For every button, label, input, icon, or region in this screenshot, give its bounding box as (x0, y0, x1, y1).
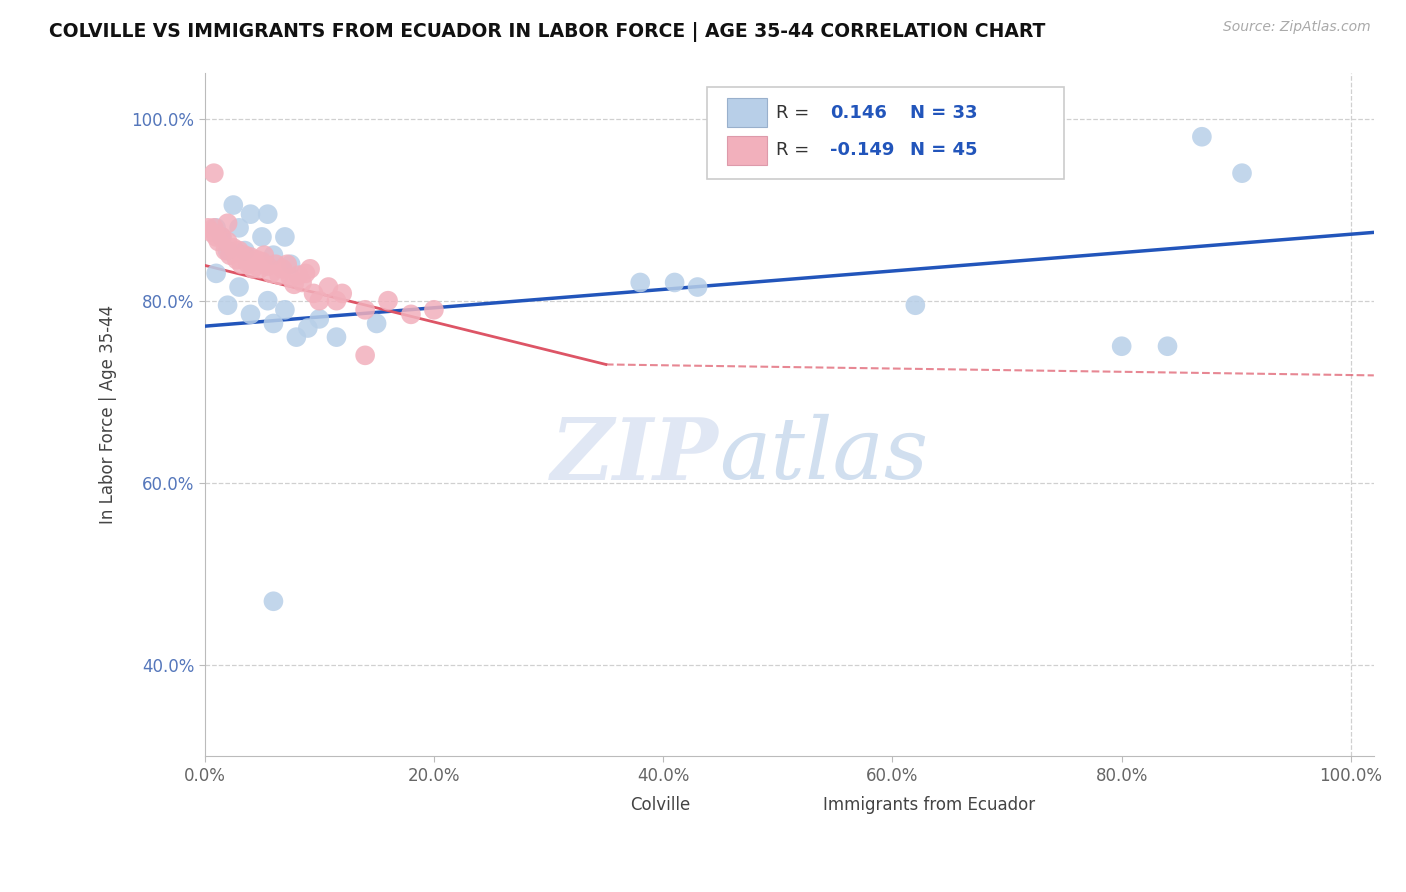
Point (308, 293, 330, 308)
Point (238, 257, 260, 271)
Point (228, 244, 250, 258)
Point (302, 286, 325, 301)
Point (299, 261, 322, 276)
Text: COLVILLE VS IMMIGRANTS FROM ECUADOR IN LABOR FORCE | AGE 35-44 CORRELATION CHART: COLVILLE VS IMMIGRANTS FROM ECUADOR IN L… (49, 22, 1046, 42)
FancyBboxPatch shape (727, 136, 768, 164)
Point (354, 302, 377, 317)
Point (1156, 339, 1178, 353)
Point (214, 244, 236, 258)
Text: R =: R = (776, 141, 815, 159)
Point (366, 317, 388, 331)
Text: Colville: Colville (630, 797, 690, 814)
Point (280, 271, 302, 285)
Point (294, 266, 316, 280)
Point (283, 277, 305, 292)
Point (200, 226, 222, 240)
Point (250, 254, 273, 268)
Point (377, 293, 399, 308)
Point (217, 216, 239, 230)
Point (207, 235, 229, 249)
Point (276, 257, 298, 271)
Point (686, 280, 709, 294)
Point (269, 268, 291, 283)
Point (239, 207, 262, 221)
Point (325, 293, 347, 308)
FancyBboxPatch shape (727, 98, 768, 127)
Text: atlas: atlas (718, 414, 928, 497)
Point (222, 198, 245, 212)
Point (628, 276, 651, 290)
Point (217, 244, 239, 258)
Text: 0.146: 0.146 (830, 103, 887, 121)
Point (330, 286, 353, 301)
Point (205, 220, 228, 235)
Point (256, 259, 278, 273)
Point (202, 220, 225, 235)
Point (202, 166, 225, 180)
Point (256, 293, 278, 308)
Text: ZIP: ZIP (551, 414, 718, 497)
Text: N = 45: N = 45 (910, 141, 977, 159)
Point (249, 261, 271, 276)
Point (904, 298, 927, 312)
Point (222, 241, 245, 255)
Point (239, 307, 262, 321)
Point (325, 330, 347, 344)
Point (1230, 166, 1253, 180)
Point (250, 230, 273, 244)
Point (231, 257, 253, 271)
Point (354, 348, 377, 362)
Point (211, 230, 233, 244)
Point (262, 317, 284, 331)
Point (219, 248, 242, 262)
Point (228, 280, 250, 294)
Point (287, 268, 309, 283)
Point (205, 266, 228, 280)
Point (291, 276, 314, 290)
Point (297, 321, 319, 335)
Point (274, 302, 297, 317)
Text: R =: R = (776, 103, 815, 121)
Text: Source: ZipAtlas.com: Source: ZipAtlas.com (1223, 20, 1371, 34)
Point (274, 230, 297, 244)
Point (318, 280, 340, 294)
Point (245, 252, 267, 267)
Point (423, 302, 446, 317)
Point (253, 248, 276, 262)
Point (260, 266, 283, 280)
Text: N = 33: N = 33 (910, 103, 977, 121)
FancyBboxPatch shape (707, 87, 1064, 179)
Point (399, 307, 422, 321)
Point (217, 298, 239, 312)
Point (239, 250, 262, 264)
Text: Immigrants from Ecuador: Immigrants from Ecuador (823, 797, 1035, 814)
Point (308, 312, 330, 326)
Point (256, 207, 278, 221)
Point (280, 257, 302, 271)
FancyBboxPatch shape (782, 797, 815, 814)
Point (197, 220, 219, 235)
Text: -0.149: -0.149 (830, 141, 894, 159)
Point (264, 257, 287, 271)
Point (664, 276, 686, 290)
Point (205, 230, 228, 244)
Point (242, 261, 264, 276)
Y-axis label: In Labor Force | Age 35-44: In Labor Force | Age 35-44 (100, 305, 117, 524)
Point (233, 248, 256, 262)
Point (217, 235, 239, 249)
Point (225, 252, 247, 267)
Point (228, 220, 250, 235)
Point (1191, 129, 1213, 144)
Point (285, 330, 308, 344)
Point (271, 261, 294, 276)
Point (233, 244, 256, 258)
FancyBboxPatch shape (588, 797, 621, 814)
Point (262, 594, 284, 608)
Point (211, 230, 233, 244)
Point (262, 248, 284, 262)
Point (1111, 339, 1133, 353)
